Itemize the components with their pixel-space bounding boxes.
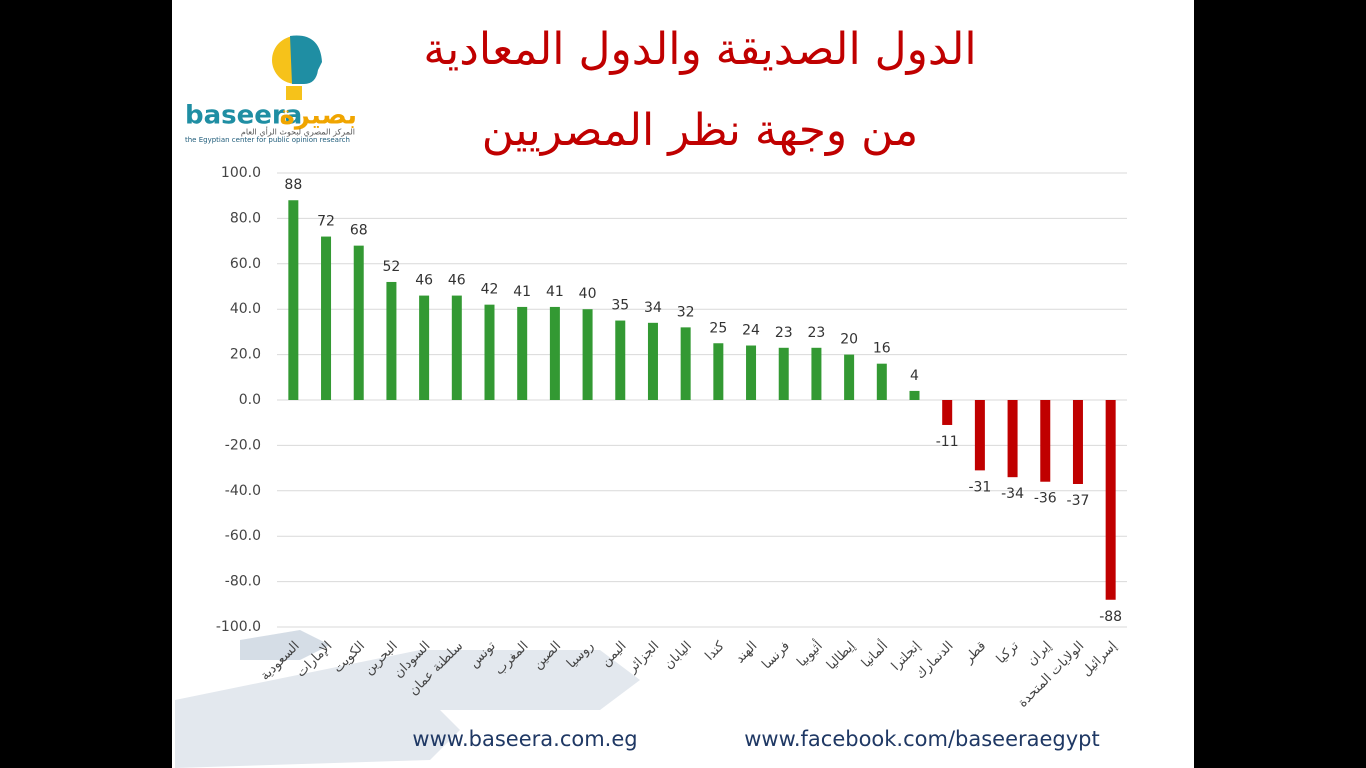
- data-label: 40: [579, 286, 597, 302]
- data-label: 46: [448, 273, 466, 289]
- bar: [321, 236, 332, 400]
- data-label: 68: [350, 223, 368, 239]
- footer-website: www.baseera.com.eg: [412, 727, 637, 751]
- data-label: -11: [936, 434, 959, 450]
- data-label: 41: [513, 284, 531, 300]
- bar: [909, 390, 920, 400]
- data-label: 4: [910, 368, 919, 384]
- data-label: 23: [775, 325, 793, 341]
- data-label: 72: [317, 214, 335, 230]
- bar: [974, 400, 985, 471]
- logo-arabic: بصيرة: [279, 101, 357, 131]
- bar: [778, 347, 789, 400]
- data-label: 20: [840, 332, 858, 348]
- bar: [517, 306, 528, 400]
- data-label: 42: [481, 282, 499, 298]
- bar: [746, 345, 757, 400]
- y-tick-label: -80.0: [225, 574, 261, 590]
- y-tick-label: -40.0: [225, 483, 261, 499]
- y-tick-label: 80.0: [230, 210, 261, 226]
- bar: [451, 295, 462, 400]
- data-label: 24: [742, 323, 760, 339]
- logo: baseera بصيرة المركز المصري لبحوث الرأي …: [185, 35, 357, 144]
- data-label: 32: [677, 304, 695, 320]
- bar: [876, 363, 887, 400]
- bar: [386, 281, 397, 400]
- logo-tagline-arabic: المركز المصري لبحوث الرأي العام: [241, 127, 355, 137]
- y-tick-label: 60.0: [230, 256, 261, 272]
- data-label: 46: [415, 273, 433, 289]
- bar: [811, 347, 822, 400]
- bar: [549, 306, 560, 400]
- y-tick-label: 40.0: [230, 301, 261, 317]
- y-tick-label: 100.0: [221, 165, 261, 181]
- y-tick-label: -20.0: [225, 437, 261, 453]
- y-tick-label: -60.0: [225, 528, 261, 544]
- data-label: 35: [611, 298, 629, 314]
- footer-facebook: www.facebook.com/baseeraegypt: [744, 727, 1100, 751]
- y-tick-label: 20.0: [230, 347, 261, 363]
- data-label: 41: [546, 284, 564, 300]
- chart-title: من وجهة نظر المصريين: [482, 105, 918, 156]
- bar: [353, 245, 364, 400]
- logo-tagline-english: the Egyptian center for public opinion r…: [185, 136, 350, 144]
- data-label: -31: [968, 479, 991, 495]
- y-tick-label: 0.0: [239, 392, 261, 408]
- bar: [942, 400, 953, 425]
- bar: [615, 320, 626, 400]
- bar: [484, 304, 495, 400]
- logo-latin: baseera: [185, 101, 302, 131]
- bar: [1105, 400, 1116, 600]
- data-label: 34: [644, 300, 662, 316]
- bar: [419, 295, 430, 400]
- bar: [647, 322, 658, 400]
- data-label: -34: [1001, 486, 1024, 502]
- data-label: 88: [284, 177, 302, 193]
- logo-head: [290, 35, 322, 84]
- bar: [1040, 400, 1051, 482]
- y-tick-label: -100.0: [216, 619, 261, 635]
- data-label: -88: [1099, 609, 1122, 625]
- data-label: 16: [873, 341, 891, 357]
- data-label: 23: [808, 325, 826, 341]
- bar: [844, 354, 855, 400]
- bar: [680, 327, 691, 400]
- data-label: -37: [1067, 493, 1090, 509]
- decor-arrows: [175, 630, 640, 768]
- data-label: -36: [1034, 491, 1057, 507]
- data-label: 52: [383, 259, 401, 275]
- bar: [582, 309, 593, 400]
- bar: [1007, 400, 1018, 478]
- bar: [288, 200, 299, 400]
- data-label: 25: [709, 320, 727, 336]
- bar: [713, 343, 724, 400]
- bar: [1072, 400, 1083, 484]
- chart-title: الدول الصديقة والدول المعادية: [423, 24, 976, 75]
- logo-base: [286, 86, 302, 100]
